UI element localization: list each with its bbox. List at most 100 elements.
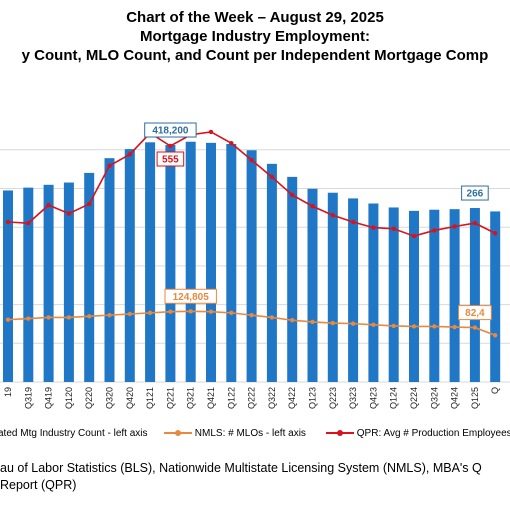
nmls-point <box>269 315 275 320</box>
x-tick-label: Q422 <box>287 387 297 409</box>
qpr-point <box>26 220 31 226</box>
qpr-point <box>432 228 437 233</box>
qpr-point <box>127 152 132 157</box>
bar <box>348 198 359 382</box>
data-label: 266 <box>467 189 484 200</box>
x-tick-label: Q320 <box>105 387 115 409</box>
qpr-point <box>330 213 335 218</box>
nmls-point <box>452 324 457 330</box>
bar <box>104 158 115 382</box>
nmls-point <box>229 310 234 316</box>
bar <box>226 144 237 382</box>
bar <box>3 190 13 382</box>
x-tick-label: 19 <box>3 387 13 397</box>
legend-qpr-label: QPR: Avg # Production Employees <box>356 428 510 439</box>
nmls-point <box>66 315 72 320</box>
bar <box>206 142 216 382</box>
data-label-box <box>144 122 197 138</box>
qpr-point <box>310 204 315 209</box>
qpr-point <box>208 129 214 135</box>
qpr-point <box>87 201 92 207</box>
bar <box>469 208 480 382</box>
qpr-point <box>168 143 173 149</box>
x-tick-label: Q324 <box>429 387 439 409</box>
data-label-box <box>156 151 185 167</box>
legend-bars: ated Mtg Industry Count - left axis <box>0 428 148 439</box>
data-label: 555 <box>162 155 179 166</box>
bar <box>145 142 156 382</box>
bar <box>84 172 95 382</box>
x-tick-label: Q125 <box>470 387 480 409</box>
legend-bars-label: ated Mtg Industry Count - left axis <box>0 428 148 439</box>
data-label: 82,4 <box>465 308 485 319</box>
x-tick-label: Q123 <box>308 387 318 409</box>
nmls-point <box>249 312 254 318</box>
legend: ated Mtg Industry Count - left axis NMLS… <box>0 428 510 446</box>
data-label-box <box>458 305 492 321</box>
qpr-point <box>229 140 234 146</box>
qpr-point <box>472 220 478 226</box>
bar <box>307 188 318 382</box>
bar <box>185 141 196 382</box>
x-tick-label: Q223 <box>328 387 338 409</box>
nmls-point <box>208 309 214 314</box>
qpr-point <box>290 192 295 198</box>
data-label: 418,200 <box>152 126 189 137</box>
bar <box>124 149 135 382</box>
qpr-point <box>371 225 376 230</box>
x-tick-label: Q122 <box>226 387 236 409</box>
x-tick-label: Q121 <box>145 387 155 409</box>
legend-nmls-swatch <box>164 430 192 437</box>
title-line-3: y Count, MLO Count, and Count per Indepe… <box>21 47 489 64</box>
bar <box>266 163 277 382</box>
x-tick-label: Q322 <box>267 387 277 409</box>
nmls-point <box>290 318 295 323</box>
qpr-point <box>391 226 396 231</box>
bar <box>449 209 460 382</box>
legend-nmls-label: NMLS: # MLOs - left axis <box>194 428 306 439</box>
qpr-point <box>5 219 11 225</box>
nmls-point <box>188 309 193 314</box>
nmls-point <box>350 321 356 326</box>
data-label: 124,805 <box>173 292 210 303</box>
nmls-point <box>26 316 31 321</box>
data-label-box <box>461 185 489 201</box>
nmls-point <box>5 317 11 322</box>
bar <box>429 209 440 382</box>
nmls-point <box>310 319 315 325</box>
nmls-point <box>330 320 335 326</box>
x-tick-label: Q424 <box>450 387 460 409</box>
nmls-point <box>168 309 173 314</box>
x-tick-label: Q222 <box>247 387 257 409</box>
legend-qpr-swatch <box>326 430 354 437</box>
bar <box>409 210 419 382</box>
x-tick-label: Q220 <box>84 387 94 409</box>
qpr-point <box>411 233 417 239</box>
nmls-point <box>147 310 153 316</box>
bar <box>43 184 54 382</box>
legend-qpr: QPR: Avg # Production Employees <box>326 428 510 439</box>
x-tick-label: Q319 <box>23 387 33 409</box>
bar <box>388 207 399 382</box>
source-note: au of Labor Statistics (BLS), Nationwide… <box>0 460 482 494</box>
nmls-point <box>472 325 478 330</box>
qpr-point <box>107 163 112 168</box>
bar <box>368 203 379 382</box>
nmls-point <box>411 324 417 329</box>
x-tick-label: Q <box>490 387 500 394</box>
qpr-point <box>493 231 498 236</box>
x-tick-label: Q124 <box>389 387 399 409</box>
bar <box>165 145 176 382</box>
bar <box>23 187 34 382</box>
title-line-2: Mortgage Industry Employment: <box>139 28 371 45</box>
nmls-point <box>127 311 132 317</box>
chart-plot: 19 Q319 Q419 Q120 Q220 Q320 Q420 Q121 Q221 Q321 Q4… <box>0 122 510 409</box>
qpr-point <box>350 219 356 225</box>
x-tick-label: Q120 <box>64 387 74 409</box>
qpr-point <box>46 202 51 208</box>
nmls-point <box>87 314 92 319</box>
x-tick-label: Q221 <box>165 387 175 409</box>
x-tick-label: Q419 <box>44 387 54 409</box>
source-line-1: au of Labor Statistics (BLS), Nationwide… <box>0 461 482 475</box>
qpr-point <box>66 211 72 216</box>
